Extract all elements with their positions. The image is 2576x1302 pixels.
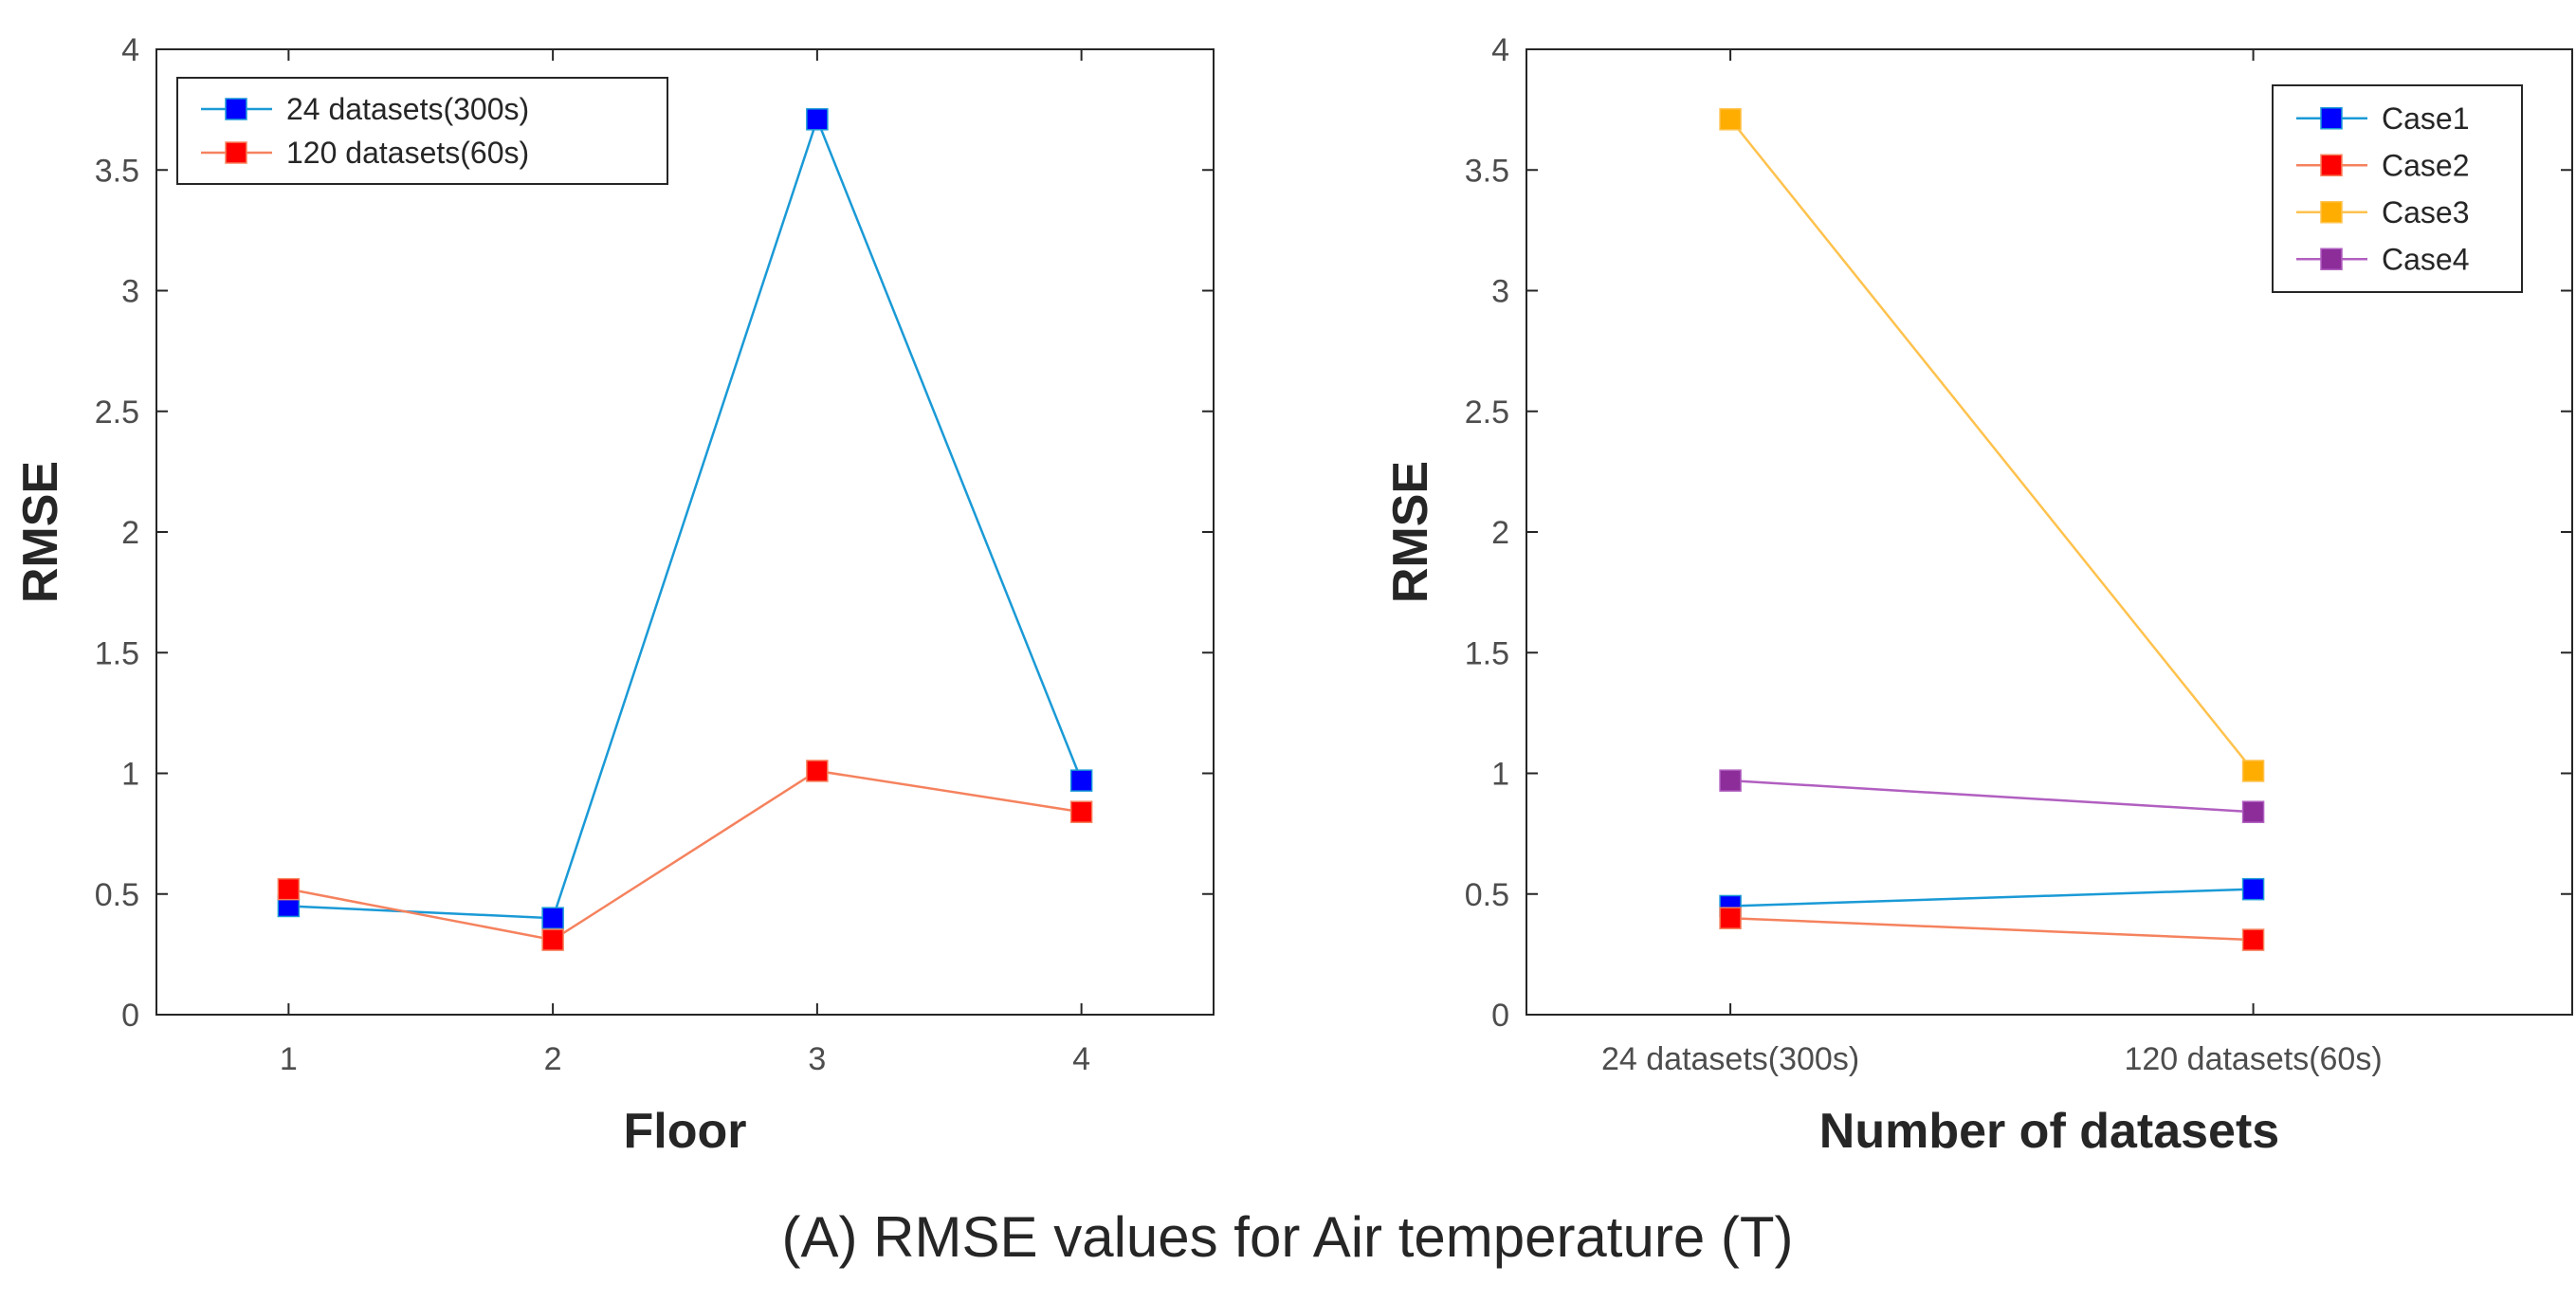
data-point	[806, 108, 829, 131]
y-tick-label: 4	[121, 32, 139, 68]
legend-label: Case3	[2382, 195, 2470, 229]
legend: Case1 Case2 Case3 Case4	[2272, 84, 2523, 293]
series-case1	[1719, 877, 2265, 918]
x-tick-label: 3	[808, 1041, 826, 1077]
legend-label: 120 datasets(60s)	[286, 136, 529, 170]
y-tick-label: 2	[121, 515, 139, 551]
data-point	[2241, 800, 2265, 823]
legend-swatch-marker	[2320, 201, 2343, 224]
legend-swatch-marker	[225, 141, 247, 164]
legend-box	[176, 77, 668, 185]
y-tick-label: 2	[1491, 515, 1509, 551]
series-line	[1729, 119, 2255, 772]
x-tick-label: 1	[280, 1041, 298, 1077]
legend-item-case2: Case2	[2296, 148, 2470, 182]
data-point	[541, 928, 564, 951]
legend-item-case3: Case3	[2296, 195, 2470, 229]
y-tick-label: 0	[1491, 998, 1509, 1034]
y-tick-label: 1	[121, 757, 139, 793]
legend: 24 datasets(300s) 120 datasets(60s)	[176, 77, 668, 185]
y-tick-label: 3.5	[1465, 153, 1509, 189]
legend-label: 24 datasets(300s)	[286, 92, 529, 126]
series-case3	[1719, 108, 2265, 782]
legend-swatch-marker	[2320, 154, 2343, 176]
y-tick-label: 4	[1491, 32, 1509, 68]
y-tick-label: 1.5	[95, 635, 139, 671]
data-point	[277, 877, 301, 901]
y-tick-label: 0.5	[1465, 877, 1509, 913]
data-point	[2241, 928, 2265, 951]
series-line	[1730, 888, 2254, 908]
data-point	[806, 760, 829, 782]
data-point	[541, 907, 564, 929]
series-line	[288, 116, 1083, 920]
series-line	[288, 769, 1082, 942]
axes-box	[155, 48, 1215, 1016]
legend-swatch-marker	[2320, 107, 2343, 130]
series-24-datasets-300s	[277, 108, 1093, 929]
legend-swatch-marker	[2320, 248, 2343, 270]
data-point	[1069, 769, 1093, 792]
legend-box	[2272, 84, 2523, 293]
y-tick-label: 2.5	[1465, 394, 1509, 431]
x-tick-label: 4	[1072, 1041, 1090, 1077]
y-tick-label: 3	[121, 274, 139, 310]
legend-item-case4: Case4	[2296, 242, 2470, 276]
y-tick-label: 0.5	[95, 877, 139, 913]
y-tick-label: 3.5	[95, 153, 139, 189]
x-tick-label: 2	[544, 1041, 562, 1077]
figure-caption: (A) RMSE values for Air temperature (T)	[782, 1205, 1794, 1269]
legend-label: Case2	[2382, 148, 2470, 182]
series-120-datasets-60s	[277, 760, 1093, 951]
y-tick-label: 1.5	[1465, 635, 1509, 671]
data-point	[2241, 877, 2265, 901]
data-point	[1719, 108, 1742, 131]
data-point	[1719, 907, 1742, 929]
x-tick-label: 24 datasets(300s)	[1601, 1041, 1859, 1077]
y-axis-label: RMSE	[1383, 461, 1438, 603]
legend-swatch-marker	[225, 98, 247, 120]
series-line	[1730, 779, 2254, 814]
legend-item-24-datasets-300s: 24 datasets(300s)	[201, 92, 529, 126]
legend-label: Case4	[2382, 242, 2470, 276]
x-axis-label: Floor	[624, 1104, 747, 1159]
y-tick-label: 3	[1491, 274, 1509, 310]
legend-label: Case1	[2382, 101, 2470, 136]
y-tick-label: 2.5	[95, 394, 139, 431]
data-point	[1069, 800, 1093, 823]
y-axis-label: RMSE	[13, 461, 68, 603]
data-point	[2241, 760, 2265, 782]
series-case4	[1719, 769, 2265, 823]
chart-rmse-by-floor: 0 0.5 1 1.5 2 2.5 3 3.5 4 1 2 3 4 Floor RMSE 24 dataset…	[13, 32, 1215, 1159]
series-case2	[1719, 907, 2265, 951]
data-point	[1719, 769, 1742, 792]
y-tick-label: 1	[1491, 757, 1509, 793]
chart-rmse-by-datasets: 0 0.5 1 1.5 2 2.5 3 3.5 4 24 datasets(300s) 120 da…	[1383, 32, 2573, 1159]
x-axis-label: Number of datasets	[1819, 1104, 2279, 1159]
legend-item-case1: Case1	[2296, 101, 2470, 136]
y-tick-label: 0	[121, 998, 139, 1034]
legend-item-120-datasets-60s: 120 datasets(60s)	[201, 136, 529, 170]
x-tick-label: 120 datasets(60s)	[2124, 1041, 2382, 1077]
series-line	[1730, 916, 2254, 942]
